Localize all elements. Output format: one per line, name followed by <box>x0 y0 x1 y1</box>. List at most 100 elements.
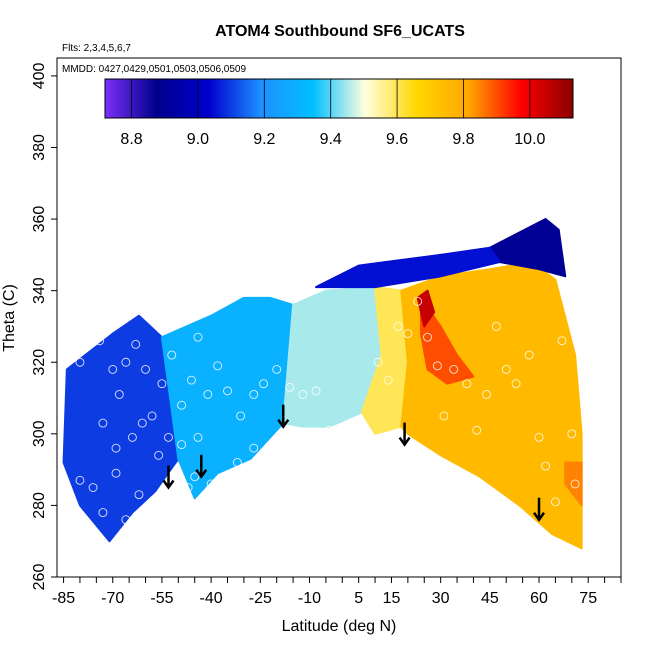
sample-point <box>570 479 580 489</box>
sample-point <box>491 321 501 331</box>
sample-point <box>439 411 449 421</box>
sample-point <box>403 329 413 339</box>
colorbar-tick-label: 9.0 <box>187 131 209 148</box>
sample-point <box>249 443 259 453</box>
sample-point <box>177 400 187 410</box>
sample-point <box>272 364 282 374</box>
sample-point <box>167 350 177 360</box>
sample-point <box>121 357 131 367</box>
colorbar-tick-label: 9.8 <box>452 131 474 148</box>
down-arrow-marker <box>398 422 411 447</box>
sample-point <box>98 418 108 428</box>
down-arrow-marker <box>277 404 290 429</box>
x-tick-label: 60 <box>530 590 548 607</box>
sample-point <box>334 436 344 446</box>
x-tick-label: 30 <box>432 590 450 607</box>
y-axis: 260 280 300 320 340 360 380 400 <box>31 62 57 590</box>
sample-point <box>183 483 193 492</box>
sample-point <box>541 461 551 471</box>
sample-point <box>511 379 521 389</box>
heatmap-layer <box>62 218 583 550</box>
colorbar-tick-label: 9.4 <box>320 131 342 148</box>
sample-point <box>347 425 357 435</box>
sample-point <box>164 432 173 442</box>
sample-point <box>557 336 567 346</box>
y-tick-label: 380 <box>31 134 48 161</box>
y-tick-label: 320 <box>31 349 48 376</box>
y-tick-label: 300 <box>31 420 48 447</box>
x-tick-label: -70 <box>101 590 124 607</box>
colorbar-tick-label: 9.2 <box>253 131 275 148</box>
sample-point <box>393 321 403 331</box>
x-tick-label: -55 <box>150 590 173 607</box>
sample-point <box>193 432 203 442</box>
sample-point <box>147 411 157 421</box>
plot-frame <box>56 57 622 578</box>
sample-point <box>550 497 560 507</box>
x-tick-label: -40 <box>200 590 223 607</box>
heatmap-region <box>564 461 583 507</box>
sample-points-layer <box>75 296 580 525</box>
sample-point <box>249 390 259 399</box>
sample-point <box>364 436 373 446</box>
sample-point <box>285 382 295 392</box>
sample-point <box>108 364 118 374</box>
sample-point <box>534 432 544 442</box>
sample-point <box>177 440 187 450</box>
chart-title: ATOM4 Southbound SF6_UCATS <box>215 23 465 40</box>
sample-point <box>75 475 85 485</box>
sample-point <box>423 332 432 342</box>
x-tick-label: -10 <box>298 590 321 607</box>
sample-point <box>173 493 183 503</box>
sample-point <box>193 332 203 342</box>
heatmap-region <box>416 289 436 328</box>
sample-point <box>432 361 442 371</box>
sample-point <box>413 296 423 306</box>
sample-point <box>111 468 121 478</box>
sample-point <box>206 479 216 489</box>
sample-point <box>383 375 393 385</box>
sample-point <box>482 390 492 399</box>
sample-point <box>472 425 482 435</box>
sample-point <box>449 364 459 374</box>
sample-point <box>190 472 200 482</box>
sample-point <box>219 472 229 482</box>
colorbar-tick-label: 10.0 <box>514 131 545 148</box>
y-tick-label: 360 <box>31 206 48 233</box>
sample-point <box>75 357 85 367</box>
sample-point <box>186 375 196 385</box>
x-tick-label: 15 <box>383 590 401 607</box>
colorbar-tick-label: 9.6 <box>386 131 408 148</box>
sample-point <box>232 458 242 467</box>
heatmap-region <box>315 246 501 289</box>
sample-point <box>567 429 577 439</box>
flights-annotation: Flts: 2,3,4,5,6,7 <box>62 43 131 54</box>
down-arrow-marker <box>533 497 546 522</box>
sample-point <box>501 364 511 374</box>
sample-point <box>203 390 213 399</box>
sample-point <box>259 379 269 389</box>
sample-point <box>147 500 157 510</box>
sample-point <box>373 357 383 367</box>
x-axis-title: Latitude (deg N) <box>282 618 397 635</box>
y-tick-label: 260 <box>31 564 48 591</box>
y-axis-title: Theta (C) <box>1 284 18 352</box>
x-tick-label: 75 <box>579 590 597 607</box>
sample-point <box>223 386 232 396</box>
sample-point <box>462 379 472 389</box>
sample-point <box>141 364 150 374</box>
sample-point <box>157 379 167 389</box>
y-tick-label: 340 <box>31 277 48 304</box>
sample-point <box>324 425 334 435</box>
heatmap-region <box>419 296 475 385</box>
sample-point <box>98 508 108 518</box>
sample-point <box>137 418 147 428</box>
sample-point <box>88 483 98 492</box>
heatmap-region <box>160 296 298 500</box>
sample-point <box>127 432 137 442</box>
colorbar: 8.8 9.0 9.2 9.4 9.6 9.8 10.0 <box>104 78 574 148</box>
y-tick-label: 400 <box>31 62 48 89</box>
y-tick-label: 280 <box>31 492 48 519</box>
sample-point <box>111 443 121 453</box>
